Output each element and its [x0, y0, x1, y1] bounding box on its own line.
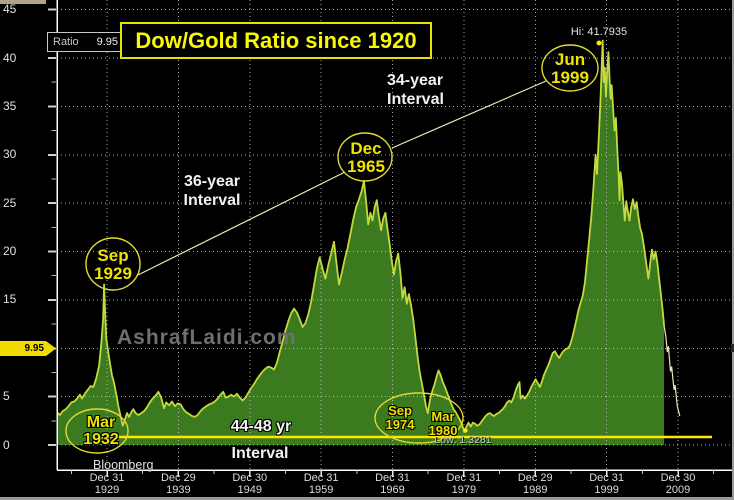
x-axis-label: Dec 31 1979 [436, 472, 492, 496]
window-bottom-border [0, 497, 734, 500]
x-axis-label-date: Dec 30 [232, 472, 268, 484]
x-axis-label-year: 1929 [94, 484, 120, 496]
watermark: AshrafLaidi.com [117, 326, 297, 349]
x-axis-label: Dec 31 1959 [293, 472, 349, 496]
x-axis-label: Dec 30 1949 [222, 472, 278, 496]
label-jun-1999: Jun 1999 [551, 51, 589, 87]
high-value-label: Hi: 41.7935 [570, 26, 628, 38]
x-axis-label-year: 2009 [665, 484, 691, 496]
high-marker-dot [596, 40, 602, 46]
y-axis-label: 5 [3, 389, 10, 404]
dec-1965-circle [337, 132, 393, 182]
x-axis-label-year: 1999 [594, 484, 619, 496]
mar-1932-circle [65, 408, 129, 454]
window-right-border [732, 0, 734, 500]
label-mar-1932-line: Mar [86, 414, 116, 431]
y-axis-label: 30 [3, 147, 17, 162]
y-axis-label: 15 [3, 292, 17, 307]
x-axis-label: Dec 31 1999 [579, 472, 635, 496]
y-axis-label: 25 [3, 195, 17, 210]
label-jun-1999-line: 1999 [551, 68, 589, 87]
chart-title: Dow/Gold Ratio since 1920 [135, 28, 417, 53]
x-axis-label-year: 1949 [237, 484, 262, 496]
window-chrome-fragment [0, 0, 46, 4]
label-sep-1929: Sep 1929 [94, 247, 132, 283]
chart-title-box: Dow/Gold Ratio since 1920 [120, 22, 432, 59]
interval-36-year-line: Interval [183, 192, 241, 209]
label-sep-1974-line: Sep [388, 403, 412, 418]
low-marker-dot [463, 428, 468, 433]
interval-36-year-line: 36-year [183, 173, 241, 190]
x-axis-label: Dec 31 1969 [365, 472, 421, 496]
ratio-legend-label: Ratio [53, 36, 79, 48]
ratio-legend-box[interactable]: Ratio 9.95 [47, 32, 124, 52]
interval-36-year: 36-year Interval [184, 172, 241, 210]
area-fill [57, 40, 665, 445]
x-axis-label: Dec 30 2009 [650, 472, 706, 496]
y-axis-label: 45 [3, 2, 17, 17]
label-mar-1932-line: 1932 [83, 431, 119, 448]
sep-1974-mar-1980-circle [374, 392, 464, 444]
source-label: Bloomberg [93, 458, 154, 472]
interval-34-year: 34-year Interval [387, 71, 444, 109]
ratio-legend-value: 9.95 [96, 36, 118, 48]
label-sep-1929-line: 1929 [94, 264, 132, 283]
label-mar-1980: Mar 1980 [429, 410, 458, 438]
label-dec-1965-line: 1965 [347, 157, 385, 176]
x-axis-label-date: Dec 31 [589, 472, 625, 484]
label-dec-1965: Dec 1965 [347, 140, 385, 176]
label-sep-1974: Sep 1974 [386, 404, 415, 432]
label-mar-1932: Mar 1932 [83, 414, 119, 448]
low-value-label: Low: 1.3281 [434, 434, 492, 446]
peak-trend-line [391, 80, 547, 149]
y-axis-label: 40 [3, 50, 17, 65]
interval-34-year-line: Interval [387, 91, 444, 108]
x-axis-label: Dec 29 1939 [150, 472, 206, 496]
recent-decline-line [663, 325, 681, 417]
x-axis-label-year: 1989 [523, 484, 548, 496]
x-axis-label-date: Dec 31 [375, 472, 410, 484]
peak-trend-line [137, 171, 346, 276]
x-axis-label-year: 1979 [451, 484, 477, 496]
x-axis-label: Dec 29 1989 [507, 472, 563, 496]
y-axis-label: 35 [3, 98, 17, 113]
x-axis-label-date: Dec 29 [517, 472, 553, 484]
label-mar-1980-line: Mar [431, 409, 455, 424]
x-axis-label-date: Dec 31 [89, 472, 125, 484]
y-axis-label: 0 [3, 437, 10, 452]
interval-34-year-line: 34-year [387, 72, 444, 89]
x-axis-label-year: 1969 [380, 484, 405, 496]
window-right-border-notch [731, 344, 734, 352]
label-dec-1965-line: Dec [350, 139, 382, 158]
x-axis-label-date: Dec 29 [160, 472, 196, 484]
x-axis-label-date: Dec 31 [446, 472, 482, 484]
jun-1999-circle [541, 44, 599, 92]
area-outline [56, 39, 665, 433]
label-sep-1929-line: Sep [97, 246, 129, 265]
label-jun-1999-line: Jun [554, 50, 586, 69]
label-mar-1980-line: 1980 [428, 423, 458, 438]
x-axis-label: Dec 31 1929 [79, 472, 135, 496]
label-sep-1974-line: 1974 [385, 417, 415, 432]
x-axis-label-year: 1959 [308, 484, 334, 496]
sep-1929-circle [85, 237, 141, 291]
y-axis-label: 20 [3, 244, 17, 259]
x-axis-label-date: Dec 30 [660, 472, 696, 484]
interval-44-48-yr-top: 44-48 yr [231, 417, 292, 436]
interval-44-48-yr-bottom: Interval [232, 444, 289, 463]
x-axis-label-year: 1939 [166, 484, 191, 496]
x-axis-label-date: Dec 31 [303, 472, 339, 484]
interval-44-48-yr-top-line: 44-48 yr [230, 418, 292, 435]
current-value-axis-tag: 9.95 [0, 341, 56, 356]
interval-44-48-yr-bottom-line: Interval [231, 445, 289, 462]
